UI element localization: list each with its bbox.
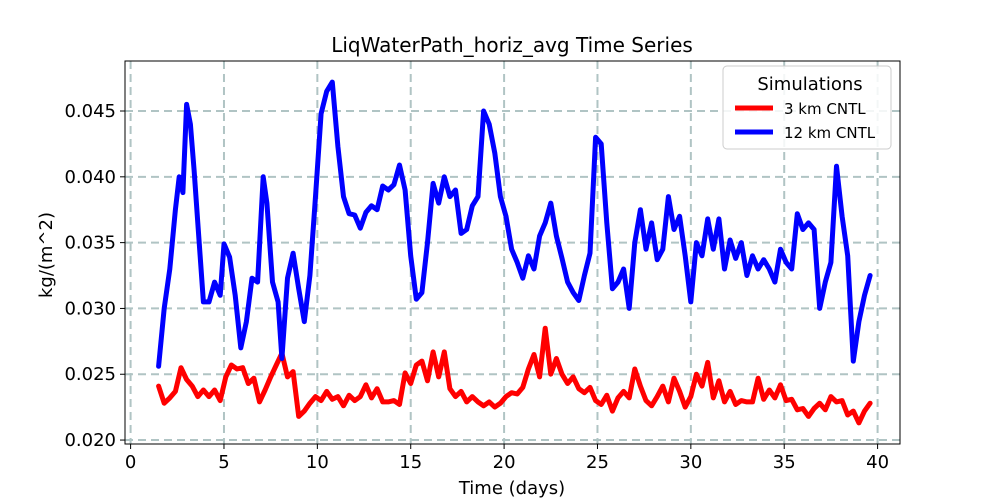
legend-label-3km: 3 km CNTL [784,100,866,118]
legend: Simulations 3 km CNTL 12 km CNTL [722,65,892,150]
y-tick-label: 0.040 [64,167,116,188]
x-tick-label: 10 [306,452,329,473]
series-line-3km-cntl [156,325,873,426]
x-tick-label: 0 [125,452,136,473]
chart-title: LiqWaterPath_horiz_avg Time Series [331,33,693,57]
x-axis-label: Time (days) [458,478,565,499]
series-line-12km-cntl [156,79,873,369]
y-tick-label: 0.020 [64,430,116,451]
y-axis-label: kg/(m^2) [36,212,57,298]
y-axis-ticks: 0.020 0.025 0.030 0.035 0.040 0.045 [64,101,125,451]
legend-label-12km: 12 km CNTL [784,124,876,142]
x-tick-label: 30 [679,452,702,473]
y-tick-label: 0.035 [64,233,116,254]
x-tick-label: 15 [399,452,422,473]
x-axis-ticks: 0 5 10 15 20 25 30 35 40 [125,444,889,473]
x-tick-label: 35 [773,452,796,473]
legend-title: Simulations [757,74,862,95]
y-tick-label: 0.030 [64,298,116,319]
y-tick-label: 0.045 [64,101,116,122]
y-tick-label: 0.025 [64,364,116,385]
x-tick-label: 20 [493,452,516,473]
x-tick-label: 40 [866,452,889,473]
plot-series [156,79,873,426]
legend-box [722,65,892,150]
plot-frame [124,60,901,445]
x-tick-label: 5 [218,452,229,473]
x-tick-label: 25 [586,452,609,473]
